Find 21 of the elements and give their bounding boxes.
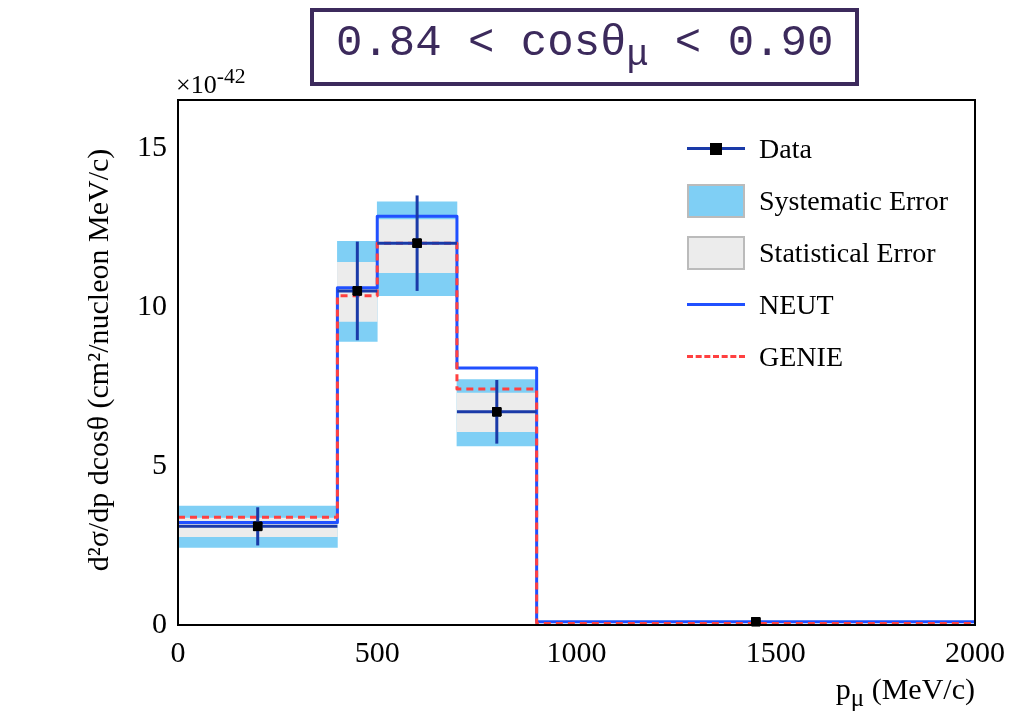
legend-label: Data: [759, 133, 812, 165]
x-tick-label: 1000: [546, 634, 607, 668]
legend-label: Systematic Error: [759, 185, 948, 217]
point: [412, 238, 422, 248]
y-tick-label: 0: [152, 605, 167, 639]
x-axis-title: p$_{μ}$ (MeV/c): [835, 672, 975, 712]
y-tick-label: 15: [137, 128, 167, 162]
point: [492, 407, 502, 417]
point: [352, 286, 363, 296]
y-tick-label: 10: [137, 287, 167, 321]
chart-title: 0.84 < cosθ$_{μ}$ < 0.90: [310, 8, 860, 86]
text: ×10$^{-42}$: [176, 64, 246, 100]
x-tick-label: 2000: [945, 634, 1005, 668]
y-axis-title: d²σ/dp dcosθ (cm²/nucleon MeV/c): [81, 148, 115, 572]
x-tick-label: 500: [354, 634, 400, 668]
y-tick-label: 5: [152, 446, 167, 480]
x-tick-label: 1500: [745, 634, 806, 668]
legend-label: GENIE: [759, 341, 844, 373]
legend-label: NEUT: [759, 289, 834, 321]
legend-label: Statistical Error: [759, 237, 936, 269]
point: [252, 521, 263, 532]
